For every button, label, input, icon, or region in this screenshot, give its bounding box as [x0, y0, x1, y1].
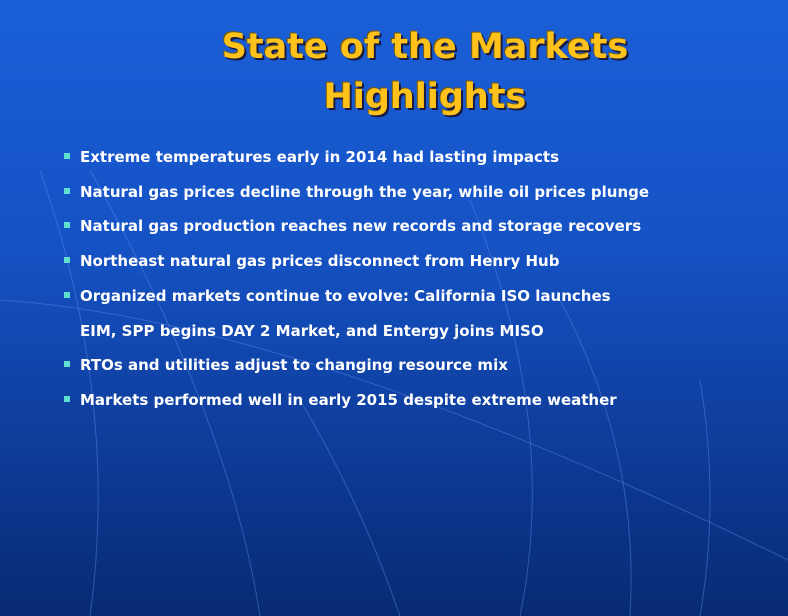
bullet-marker	[64, 361, 70, 368]
bullet-item: RTOs and utilities adjust to changing re…	[0, 348, 788, 383]
bullet-marker	[64, 222, 70, 229]
bullet-marker	[64, 291, 70, 298]
title-line: State of the Markets	[221, 27, 629, 67]
bullet-text: Northeast natural gas prices disconnect …	[80, 252, 560, 271]
bullet-item: Organized markets continue to evolve: Ca…	[0, 279, 788, 348]
bullet-marker	[64, 153, 70, 159]
bullet-item: Northeast natural gas prices disconnect …	[0, 244, 788, 279]
bullet-list: Extreme temperatures early in 2014 had l…	[0, 140, 788, 418]
bullet-item: Extreme temperatures early in 2014 had l…	[0, 140, 788, 175]
bullet-text: EIM, SPP begins DAY 2 Market, and Enterg…	[80, 321, 544, 340]
bullet-item: Markets performed well in early 2015 des…	[0, 383, 788, 418]
title: State of the Markets Highlights	[200, 22, 650, 122]
bullet-marker	[64, 257, 70, 264]
title-line: Highlights	[323, 77, 527, 117]
bullet-text: RTOs and utilities adjust to changing re…	[80, 356, 508, 375]
bullet-marker	[64, 187, 70, 194]
bullet-text: Natural gas production reaches new recor…	[80, 217, 642, 236]
bullet-item: Natural gas production reaches new recor…	[0, 209, 788, 244]
bullet-text: Natural gas prices decline through the y…	[80, 182, 650, 201]
bullet-text: Markets performed well in early 2015 des…	[80, 390, 617, 409]
bullet-marker	[64, 395, 70, 402]
bullet-item: Natural gas prices decline through the y…	[0, 175, 788, 210]
bullet-text: Organized markets continue to evolve: Ca…	[80, 286, 611, 305]
bullet-text: Extreme temperatures early in 2014 had l…	[80, 148, 560, 166]
